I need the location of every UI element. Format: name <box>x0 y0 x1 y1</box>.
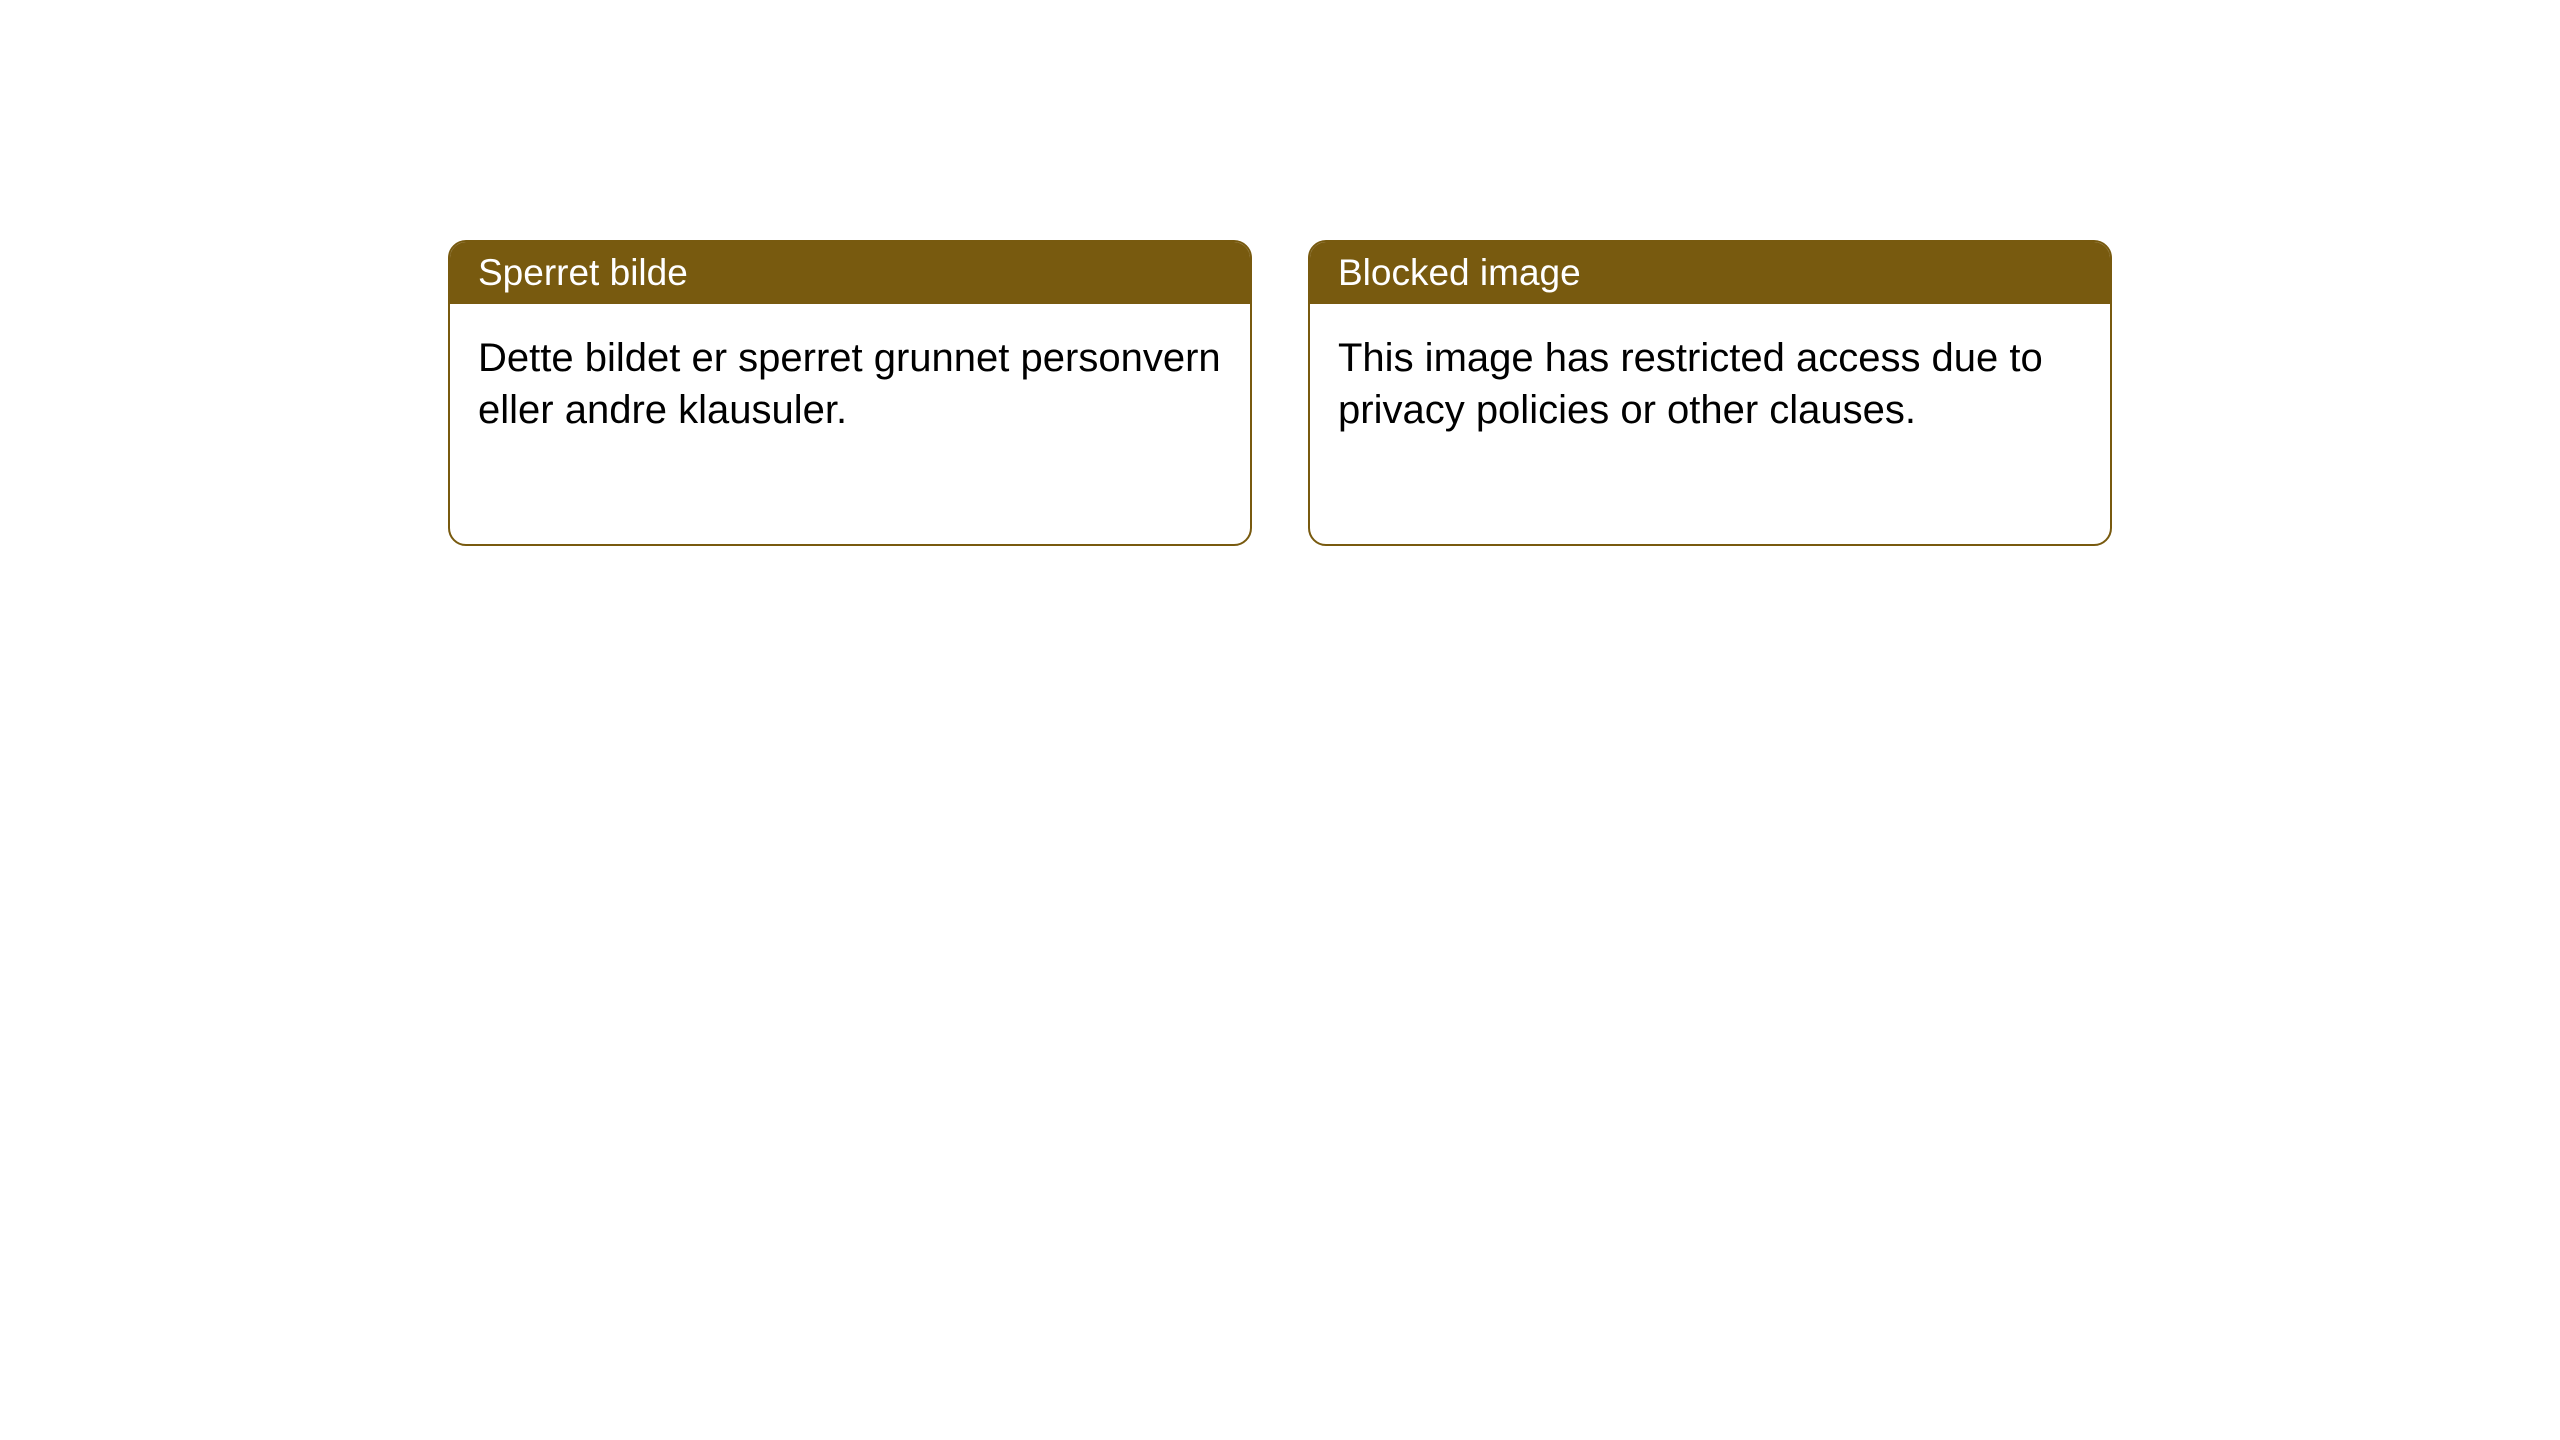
notice-body: This image has restricted access due to … <box>1310 304 2110 544</box>
notice-title: Sperret bilde <box>478 252 688 293</box>
notice-title: Blocked image <box>1338 252 1581 293</box>
notice-header: Sperret bilde <box>450 242 1250 304</box>
notice-body: Dette bildet er sperret grunnet personve… <box>450 304 1250 544</box>
notice-container: Sperret bilde Dette bildet er sperret gr… <box>448 240 2112 546</box>
notice-body-text: Dette bildet er sperret grunnet personve… <box>478 336 1221 432</box>
notice-header: Blocked image <box>1310 242 2110 304</box>
notice-body-text: This image has restricted access due to … <box>1338 336 2043 432</box>
notice-card-norwegian: Sperret bilde Dette bildet er sperret gr… <box>448 240 1252 546</box>
notice-card-english: Blocked image This image has restricted … <box>1308 240 2112 546</box>
